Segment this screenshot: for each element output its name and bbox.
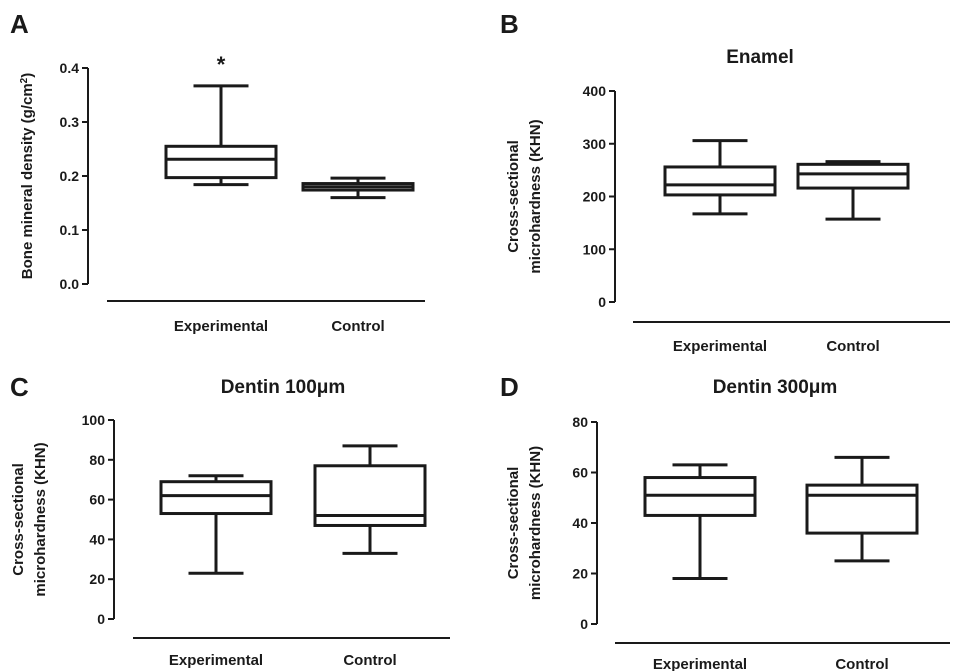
panel-a: A 0.0 0.1 0.2 0.3 0.4 Bone mineral density (g/…: [10, 9, 425, 335]
x-category-label: Experimental: [653, 656, 747, 671]
y-tick-label: 20: [89, 571, 105, 587]
y-tick-label: 80: [572, 414, 588, 430]
box-experimental: [663, 139, 777, 216]
y-tick-label: 20: [572, 566, 588, 582]
y-tick-label: 400: [583, 83, 607, 99]
x-category-label: Experimental: [169, 652, 263, 669]
y-tick-label: 40: [89, 531, 105, 547]
y-axis-label-close: ): [19, 73, 36, 78]
iqr-box: [796, 162, 910, 190]
y-tick-label: 40: [572, 515, 588, 531]
y-axis-label: Cross-sectional: [10, 463, 27, 576]
box-control: [796, 160, 910, 221]
panel-b: B Enamel 0 100 200 300 400 Cross-sectional micro…: [500, 9, 950, 355]
x-category-label: Experimental: [673, 338, 767, 355]
y-tick-label: 0.2: [60, 168, 80, 184]
panel-letter: A: [10, 9, 29, 39]
y-axis-label: microhardness (KHN): [527, 446, 544, 600]
box-control: [805, 455, 919, 563]
x-category-label: Control: [826, 338, 879, 355]
y-tick-label: 60: [572, 465, 588, 481]
y-axis-label: Bone mineral density (g/cm2): [19, 73, 37, 279]
y-tick-label: 100: [583, 241, 607, 257]
iqr-box: [805, 483, 919, 535]
y-tick-label: 200: [583, 189, 607, 205]
box-control: [313, 444, 427, 555]
y-axis-label-superscript: 2: [19, 77, 30, 83]
box-experimental: *: [164, 52, 278, 187]
y-tick-label: 60: [89, 492, 105, 508]
x-category-label: Control: [343, 652, 396, 669]
y-tick-label: 100: [82, 412, 106, 428]
y-tick-label: 0: [97, 611, 105, 627]
y-tick-label: 0.3: [60, 114, 80, 130]
y-tick-label: 0: [598, 294, 606, 310]
y-axis-label: microhardness (KHN): [32, 442, 49, 596]
significance-marker: *: [217, 52, 226, 77]
y-axis-label: Cross-sectional: [505, 467, 522, 580]
y-tick-label: 0: [580, 616, 588, 632]
chart-title: Dentin 100μm: [221, 377, 346, 398]
chart-title: Enamel: [726, 47, 794, 68]
y-axis-label: microhardness (KHN): [527, 119, 544, 273]
y-tick-label: 300: [583, 136, 607, 152]
box-experimental: [643, 463, 757, 581]
y-tick-label: 0.4: [60, 60, 80, 76]
x-category-label: Experimental: [174, 318, 268, 335]
y-axis-label-main: Bone mineral density (g/cm: [19, 83, 36, 279]
iqr-box: [164, 144, 278, 180]
iqr-box: [663, 165, 777, 197]
y-tick-label: 0.0: [60, 276, 80, 292]
y-axis-label: Cross-sectional: [505, 140, 522, 253]
panel-c: C Dentin 100μm 0 20 40 60 80 100 Cross-sectional…: [10, 372, 450, 669]
x-category-label: Control: [331, 318, 384, 335]
iqr-box: [159, 480, 273, 516]
box-control: [301, 176, 415, 200]
panel-d: D Dentin 300μm 0 20 40 60 80 Cross-sectional mic…: [500, 372, 950, 671]
x-category-label: Control: [835, 656, 888, 671]
panel-letter: B: [500, 9, 519, 39]
y-tick-label: 0.1: [60, 222, 80, 238]
panel-letter: C: [10, 372, 29, 402]
panel-letter: D: [500, 372, 519, 402]
y-tick-label: 80: [89, 452, 105, 468]
box-experimental: [159, 474, 273, 575]
chart-title: Dentin 300μm: [713, 377, 838, 398]
